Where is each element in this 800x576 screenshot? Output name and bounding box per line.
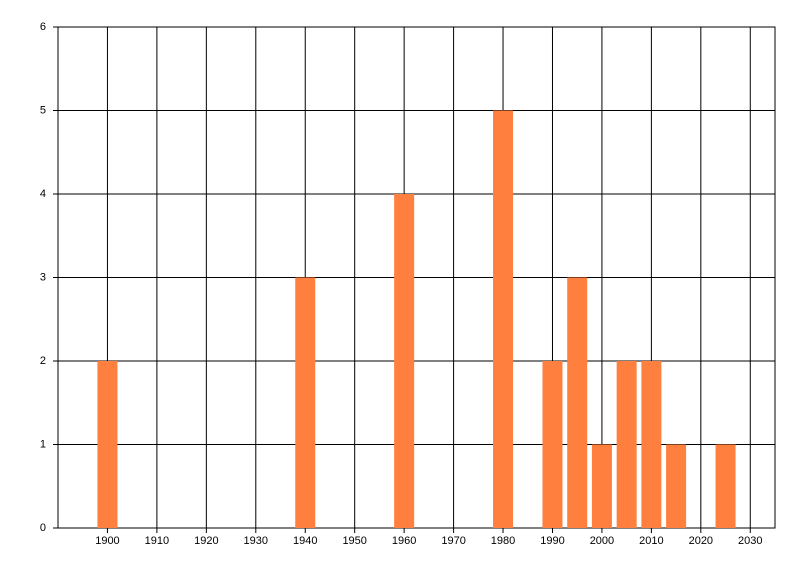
- x-tick-label: 1950: [342, 535, 366, 547]
- bar: [394, 194, 415, 528]
- x-tick-label: 2020: [689, 535, 713, 547]
- x-tick-label: 1960: [392, 535, 416, 547]
- x-tick-label: 1900: [95, 535, 119, 547]
- bar: [295, 277, 316, 528]
- bar: [97, 361, 118, 528]
- bar: [715, 444, 736, 528]
- x-tick-label: 2030: [738, 535, 762, 547]
- bar: [666, 444, 687, 528]
- bar: [542, 361, 563, 528]
- x-tick-label: 1920: [194, 535, 218, 547]
- x-tick-label: 1990: [540, 535, 564, 547]
- x-tick-label: 1980: [491, 535, 515, 547]
- y-tick-label: 3: [40, 271, 46, 283]
- x-tick-label: 2010: [639, 535, 663, 547]
- bar: [567, 277, 588, 528]
- x-tick-label: 1940: [293, 535, 317, 547]
- x-tick-label: 1970: [441, 535, 465, 547]
- y-tick-label: 4: [40, 188, 46, 200]
- bar: [591, 444, 612, 528]
- y-tick-label: 0: [40, 522, 46, 534]
- x-tick-label: 1930: [244, 535, 268, 547]
- bar: [641, 361, 662, 528]
- bar: [493, 110, 514, 528]
- bar: [616, 361, 637, 528]
- x-tick-label: 1910: [145, 535, 169, 547]
- y-tick-label: 5: [40, 104, 46, 116]
- y-tick-label: 2: [40, 355, 46, 367]
- y-tick-label: 1: [40, 438, 46, 450]
- y-tick-label: 6: [40, 21, 46, 33]
- x-tick-label: 2000: [590, 535, 614, 547]
